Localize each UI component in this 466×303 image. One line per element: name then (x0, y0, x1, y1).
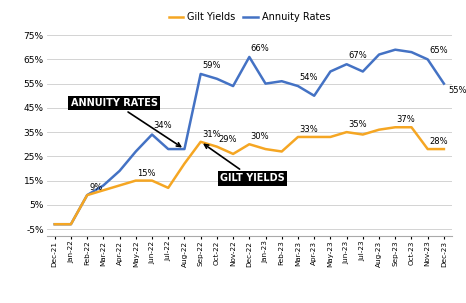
Text: 31%: 31% (202, 130, 221, 139)
Text: 33%: 33% (299, 125, 318, 134)
Text: 67%: 67% (348, 51, 367, 60)
Text: 9%: 9% (90, 183, 103, 192)
Text: 28%: 28% (429, 137, 448, 146)
Legend: Gilt Yields, Annuity Rates: Gilt Yields, Annuity Rates (164, 8, 334, 26)
Text: 37%: 37% (397, 115, 415, 125)
Text: 15%: 15% (137, 169, 156, 178)
Text: 66%: 66% (251, 44, 269, 53)
Text: 34%: 34% (153, 122, 172, 130)
Text: 55%: 55% (448, 86, 466, 95)
Text: GILT YIELDS: GILT YIELDS (205, 145, 285, 183)
Text: ANNUITY RATES: ANNUITY RATES (71, 98, 180, 147)
Text: 65%: 65% (429, 46, 448, 55)
Text: 54%: 54% (299, 73, 318, 82)
Text: 30%: 30% (251, 132, 269, 142)
Text: 35%: 35% (348, 120, 367, 129)
Text: 59%: 59% (202, 61, 220, 70)
Text: 29%: 29% (218, 135, 237, 144)
